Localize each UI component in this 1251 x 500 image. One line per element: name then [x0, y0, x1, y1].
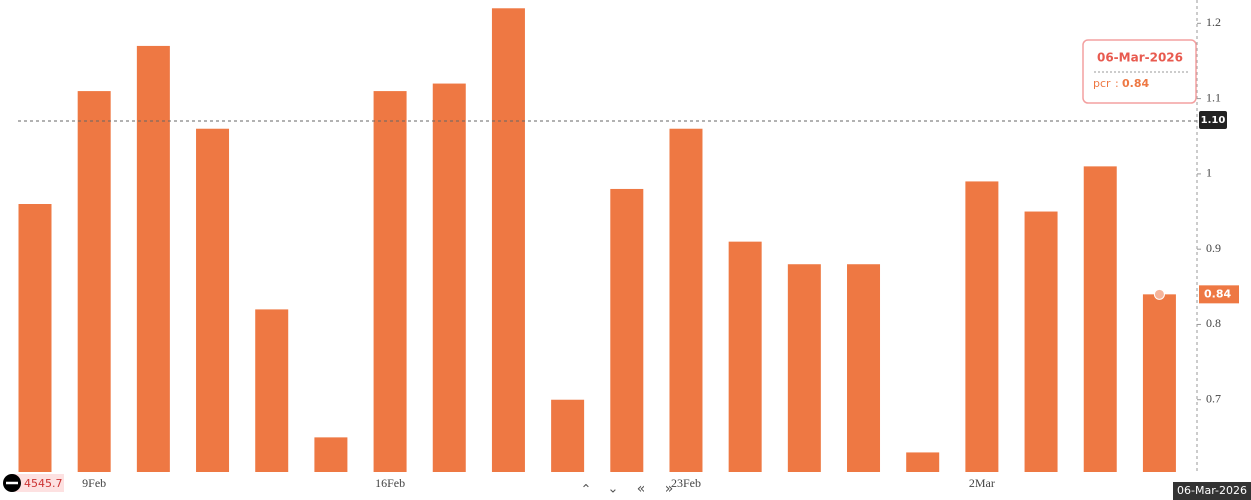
y-tick-label: 1.1	[1206, 90, 1221, 104]
last-value-label: 0.84	[1204, 287, 1231, 300]
bar	[1142, 294, 1176, 472]
tooltip-series: pcr	[1093, 77, 1111, 90]
x-tick-label: 16Feb	[375, 476, 405, 490]
x-tick-label: 23Feb	[671, 476, 701, 490]
y-tick-label: 0.9	[1206, 241, 1221, 255]
nav-down[interactable]: ⌄	[608, 482, 619, 497]
bar	[77, 91, 111, 473]
y-tick-label: 1.2	[1206, 15, 1221, 29]
footer: 4545.7 ⌃ ⌄ « » 06-Mar-2026	[3, 474, 1251, 500]
y-tick-label: 1	[1206, 166, 1212, 180]
footer-value-bg	[14, 474, 64, 492]
x-tick-label: 2Mar	[969, 476, 995, 490]
bar	[1024, 211, 1058, 472]
bar	[551, 399, 585, 472]
bar	[847, 264, 881, 472]
bar	[432, 83, 466, 472]
crosshair-label-bg	[1199, 111, 1227, 129]
nav-up[interactable]: ⌃	[581, 483, 592, 498]
footer-date: 06-Mar-2026	[1177, 484, 1247, 497]
bar	[314, 437, 348, 472]
footer-date-bg	[1173, 482, 1251, 500]
bar	[787, 264, 821, 472]
x-tick-label: 9Feb	[82, 476, 106, 490]
bar	[669, 128, 703, 472]
last-value-bg	[1199, 285, 1239, 304]
bar	[373, 91, 407, 473]
bar	[18, 204, 52, 472]
tooltip: 06-Mar-2026 pcr : 0.84	[1082, 39, 1197, 104]
plot-area: 0.7 0.8 0.9 1 1.1 1.2 9Feb 16Feb 23Feb 2Mar	[18, 8, 1221, 490]
bar	[491, 8, 525, 473]
nav-right[interactable]: »	[665, 481, 674, 497]
y-tick-label: 0.7	[1206, 391, 1221, 405]
tooltip-date: 06-Mar-2026	[1097, 51, 1183, 65]
bar	[965, 181, 999, 472]
footer-value: 4545.7	[24, 477, 63, 490]
nav-left[interactable]: «	[637, 481, 646, 497]
crosshair-label: 1.10	[1201, 115, 1226, 126]
bar	[136, 45, 170, 472]
bar	[610, 188, 644, 472]
bar	[728, 241, 762, 472]
bar	[196, 128, 230, 472]
hover-dot	[1153, 288, 1165, 300]
tooltip-colon: :	[1115, 77, 1119, 90]
y-tick-label: 0.8	[1206, 316, 1221, 330]
bar	[906, 452, 940, 472]
bar	[255, 309, 289, 472]
bar	[1083, 166, 1117, 472]
tooltip-value: 0.84	[1122, 77, 1149, 90]
